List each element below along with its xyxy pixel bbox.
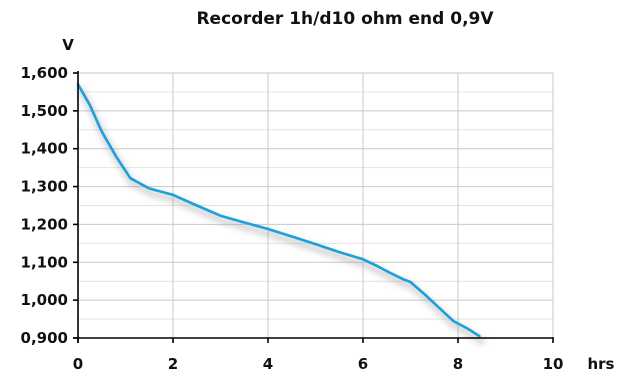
x-tick-label: 6 <box>358 355 368 373</box>
y-tick-label: 1,300 <box>21 178 68 196</box>
y-tick-label: 1,000 <box>21 291 68 309</box>
y-tick-label: 1,100 <box>21 253 68 271</box>
x-tick-label: 0 <box>73 355 83 373</box>
y-tick-label: 1,600 <box>21 64 68 82</box>
x-tick-label: 8 <box>453 355 463 373</box>
series-line <box>76 83 481 338</box>
x-tick-label: 4 <box>263 355 273 373</box>
chart-title: Recorder 1h/d10 ohm end 0,9V <box>196 9 494 29</box>
x-tick-label: 10 <box>543 355 564 373</box>
y-tick-label: 1,500 <box>21 102 68 120</box>
y-tick-label: 1,400 <box>21 140 68 158</box>
grid <box>78 72 554 338</box>
x-axis-label: hrs <box>587 355 614 373</box>
axes <box>73 71 554 343</box>
tick-labels: 0,900 1,000 1,100 1,200 1,300 1,400 1,500 1,600… <box>21 64 564 373</box>
y-tick-label: 1,200 <box>21 215 68 233</box>
y-tick-label: 0,900 <box>21 329 68 347</box>
x-tick-label: 2 <box>168 355 178 373</box>
series-layer <box>76 83 485 345</box>
y-axis-label: V <box>62 36 74 54</box>
series-line-shadow <box>76 85 485 345</box>
